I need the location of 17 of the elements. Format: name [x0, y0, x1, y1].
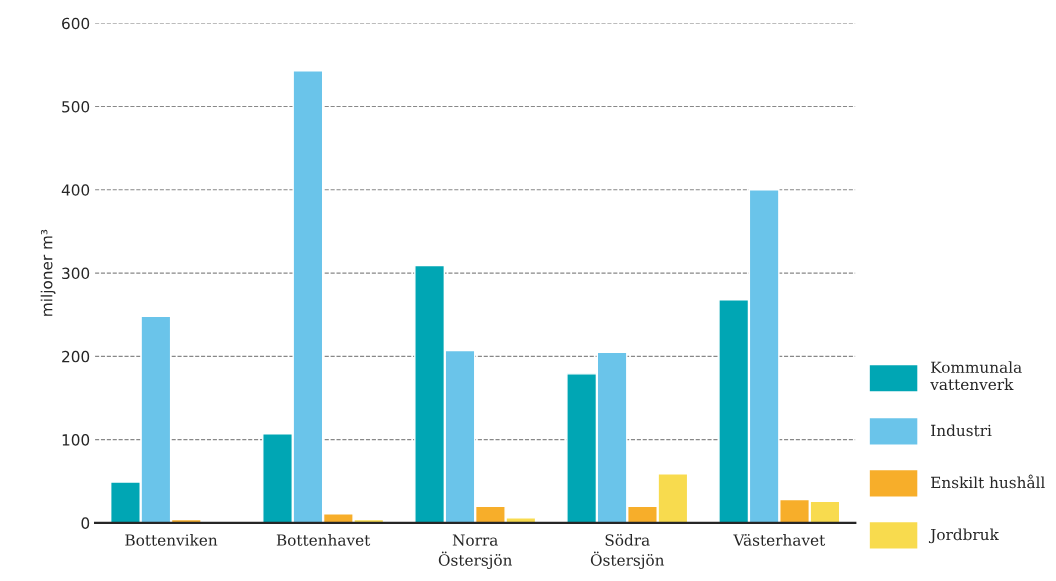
y-tick-label: 500: [62, 100, 90, 113]
legend-label: Enskilt hushåll: [931, 474, 1045, 489]
x-tick-label: Södra Östersjön: [590, 533, 665, 570]
y-tick-label: 300: [62, 267, 90, 280]
legend-label: Kommunala vattenverk: [930, 361, 1022, 391]
y-axis-title: miljoner m³: [40, 229, 56, 316]
y-tick-label: 600: [62, 17, 90, 30]
x-tick-label: Norra Östersjön: [438, 534, 513, 570]
y-tick-label: 0: [81, 517, 90, 529]
y-tick-label: 400: [61, 184, 90, 196]
x-tick-label: Västerhavet: [733, 533, 826, 546]
y-tick-label: 100: [62, 434, 90, 446]
legend-label: Jordbruk: [928, 528, 999, 544]
x-tick-label: Bottenviken: [125, 534, 218, 546]
legend-label: Industri: [931, 424, 992, 437]
x-tick-label: Bottenhavet: [276, 534, 371, 546]
y-tick-label: 200: [62, 350, 90, 363]
